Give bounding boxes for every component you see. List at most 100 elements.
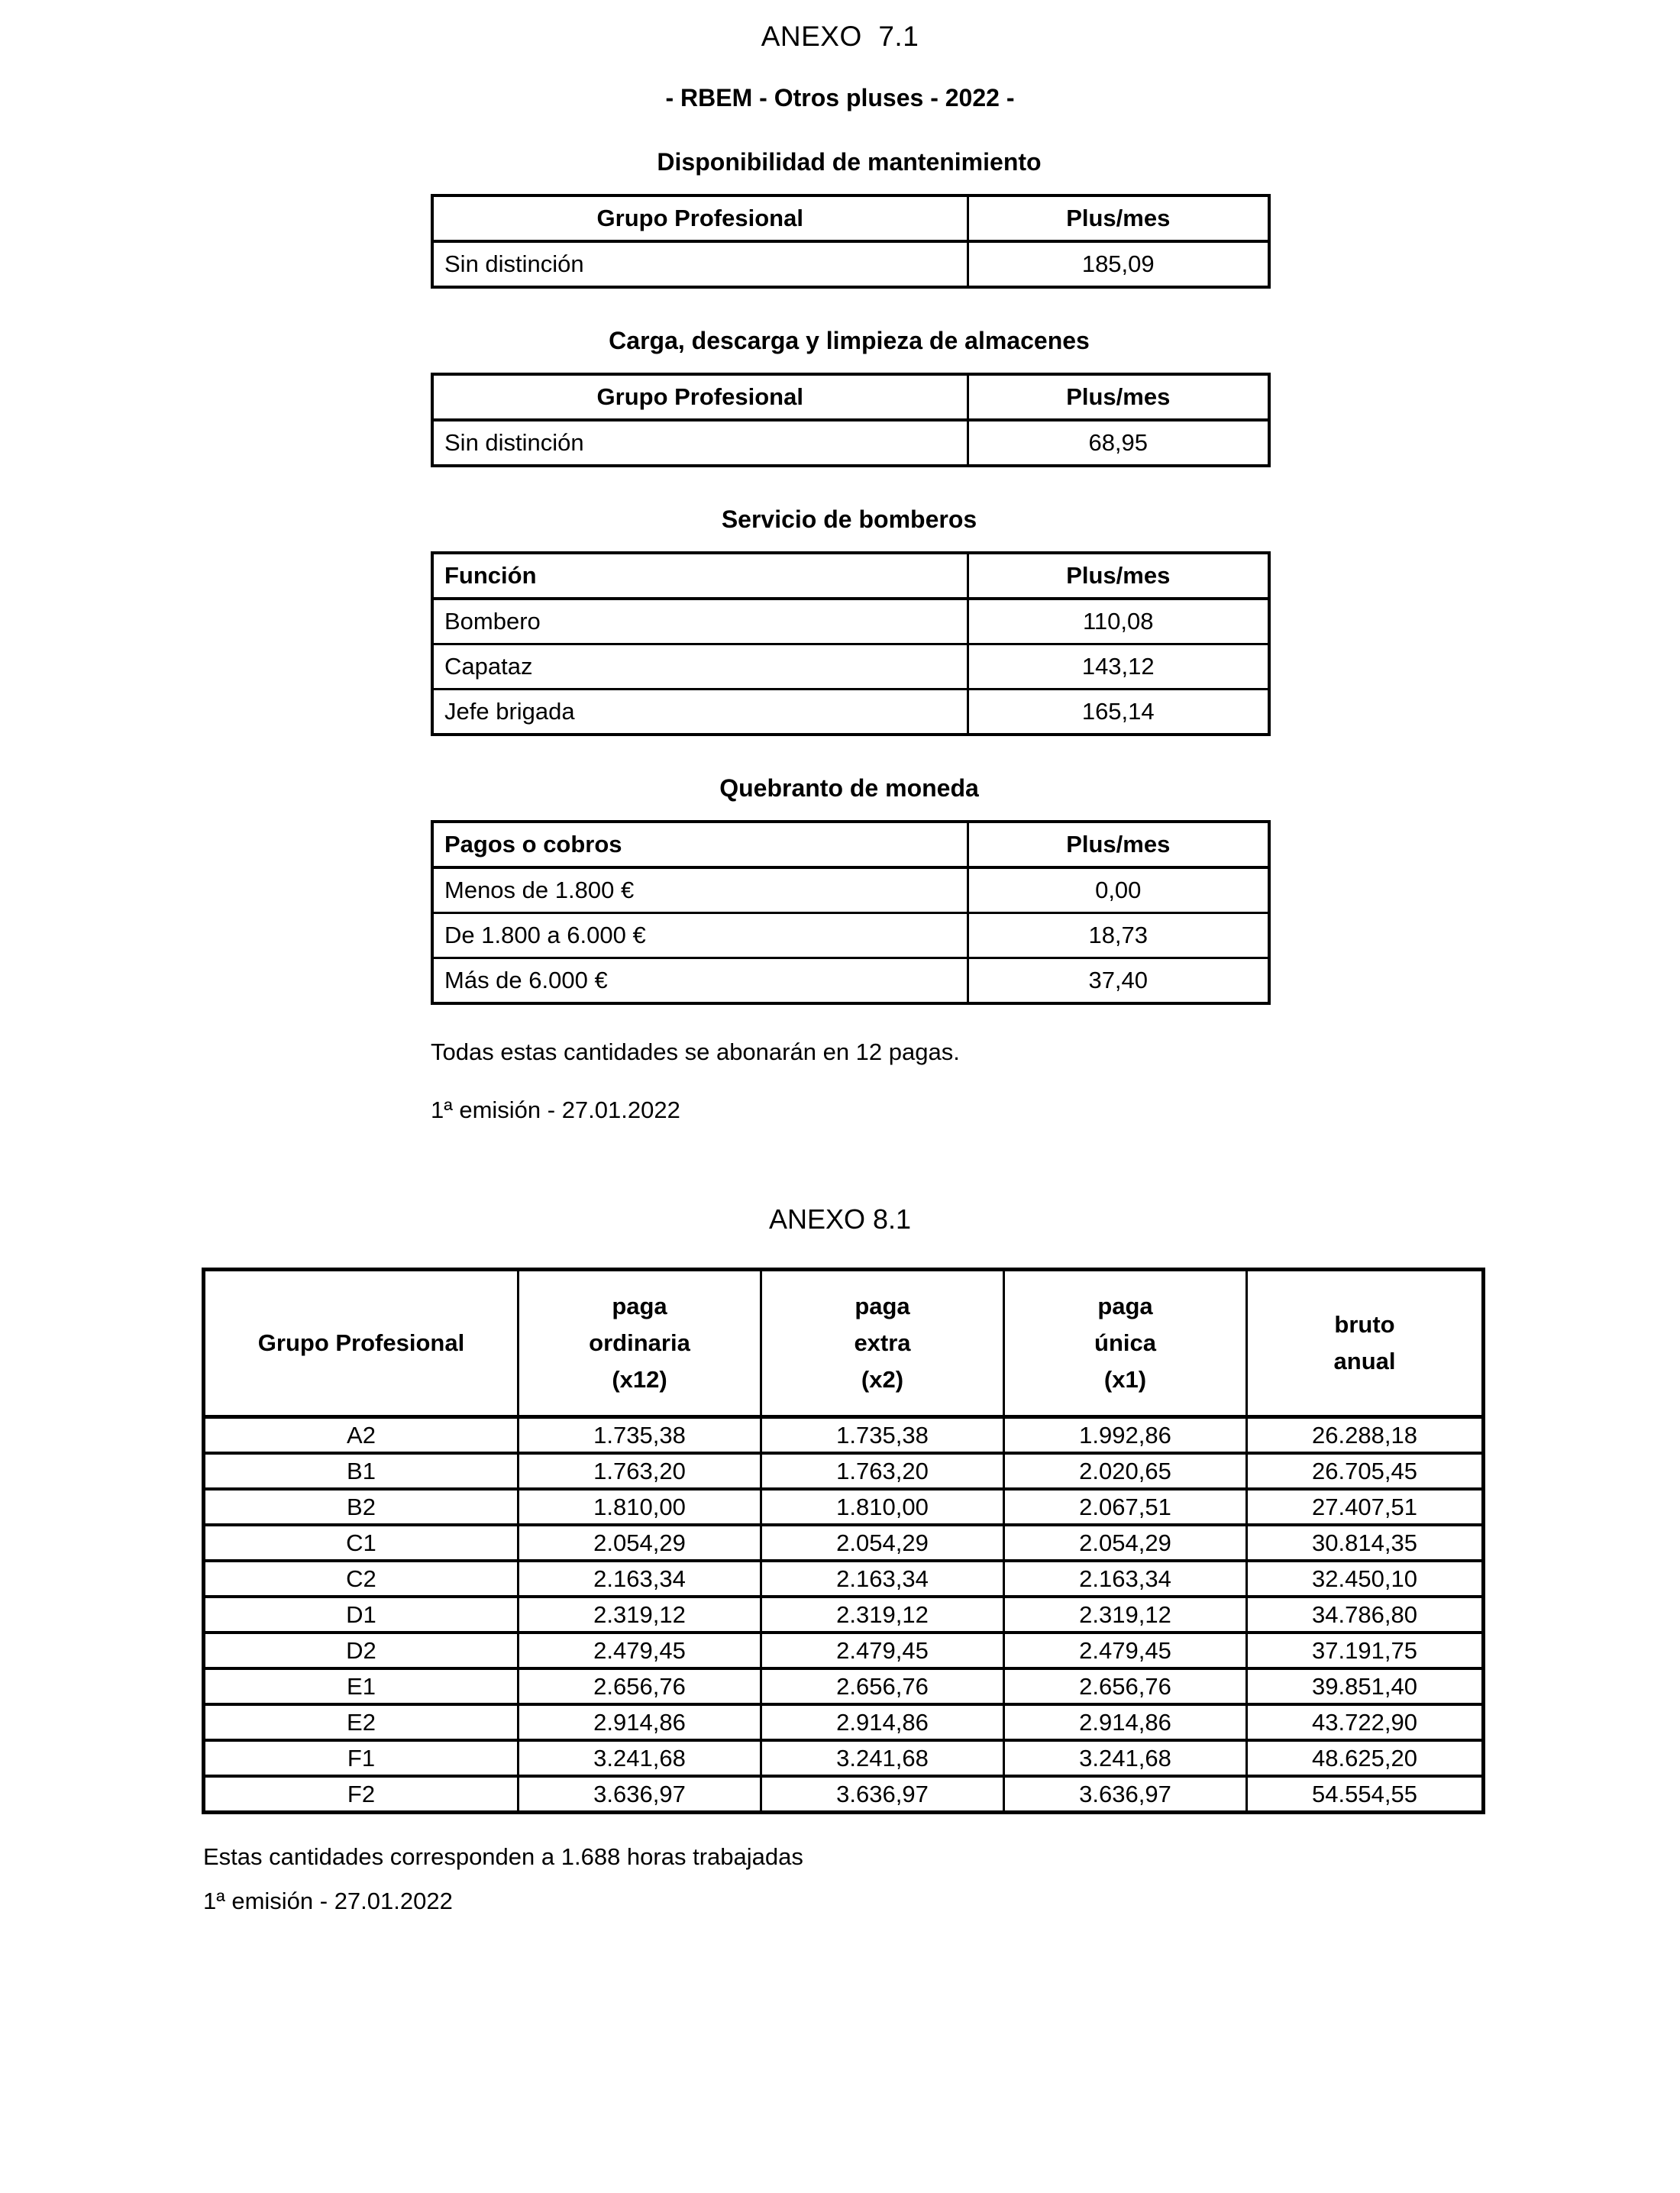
cell-value: 185,09 bbox=[966, 240, 1271, 289]
header-line: bruto bbox=[1334, 1311, 1395, 1338]
header-line: (x1) bbox=[1103, 1366, 1147, 1393]
cell-value: 2.479,45 bbox=[1003, 1631, 1248, 1670]
table-row: F2 3.636,97 3.636,97 3.636,97 54.554,55 bbox=[202, 1775, 1485, 1814]
header-line: (x2) bbox=[861, 1366, 904, 1393]
header-line: (x12) bbox=[612, 1366, 667, 1393]
cell-value: 1.763,20 bbox=[517, 1452, 762, 1491]
table-row: A2 1.735,38 1.735,38 1.992,86 26.288,18 bbox=[202, 1415, 1485, 1455]
cell-value: 2.054,29 bbox=[1003, 1523, 1248, 1562]
cell-label: Sin distinción bbox=[431, 240, 969, 289]
disponibilidad-table: Grupo Profesional Plus/mes Sin distinció… bbox=[431, 194, 1271, 289]
cell-value: 26.705,45 bbox=[1245, 1452, 1485, 1491]
cell-grupo: A2 bbox=[202, 1415, 519, 1455]
cell-grupo: F1 bbox=[202, 1739, 519, 1778]
cell-label: Menos de 1.800 € bbox=[431, 866, 969, 914]
table-row: B2 1.810,00 1.810,00 2.067,51 27.407,51 bbox=[202, 1487, 1485, 1526]
table-row: E2 2.914,86 2.914,86 2.914,86 43.722,90 bbox=[202, 1703, 1485, 1742]
cell-value: 2.656,76 bbox=[760, 1667, 1005, 1706]
cell-label: Capataz bbox=[431, 643, 969, 690]
header-line: paga bbox=[612, 1293, 667, 1319]
cell-value: 2.656,76 bbox=[517, 1667, 762, 1706]
section-quebranto: Quebranto de moneda Pagos o cobros Plus/… bbox=[431, 774, 1271, 1005]
header-cell-grupo: Grupo Profesional bbox=[431, 373, 969, 421]
table-header-row: Función Plus/mes bbox=[431, 551, 1271, 600]
cell-value: 2.054,29 bbox=[760, 1523, 1005, 1562]
header-cell-paga-extra: paga extra (x2) bbox=[760, 1268, 1005, 1419]
header-cell-plus: Plus/mes bbox=[966, 194, 1271, 243]
cell-value: 3.241,68 bbox=[517, 1739, 762, 1778]
cell-value: 37.191,75 bbox=[1245, 1631, 1485, 1670]
anexo8-title: ANEXO 8.1 bbox=[768, 1203, 912, 1235]
anexo7-note: Todas estas cantidades se abonarán en 12… bbox=[431, 1038, 960, 1065]
table-header-row: Grupo Profesional paga ordinaria (x12) p… bbox=[202, 1268, 1485, 1419]
anexo7-title: ANEXO 7.1 bbox=[761, 21, 919, 52]
table-row: Sin distinción 185,09 bbox=[431, 240, 1271, 289]
header-cell-paga-ordinaria: paga ordinaria (x12) bbox=[517, 1268, 762, 1419]
table-header-row: Grupo Profesional Plus/mes bbox=[431, 373, 1271, 421]
anexo7-subtitle: - RBEM - Otros pluses - 2022 - bbox=[665, 84, 1015, 111]
cell-value: 1.735,38 bbox=[760, 1415, 1005, 1455]
cell-value: 2.914,86 bbox=[1003, 1703, 1248, 1742]
cell-value: 1.810,00 bbox=[517, 1487, 762, 1526]
cell-value: 54.554,55 bbox=[1245, 1775, 1485, 1814]
cell-value: 2.319,12 bbox=[1003, 1595, 1248, 1634]
cell-value: 2.479,45 bbox=[517, 1631, 762, 1670]
table-header-row: Pagos o cobros Plus/mes bbox=[431, 820, 1271, 869]
cell-value: 3.636,97 bbox=[1003, 1775, 1248, 1814]
table-row: Menos de 1.800 € 0,00 bbox=[431, 866, 1271, 914]
table-row: Jefe brigada 165,14 bbox=[431, 688, 1271, 736]
cell-value: 3.636,97 bbox=[760, 1775, 1005, 1814]
cell-value: 39.851,40 bbox=[1245, 1667, 1485, 1706]
section-bomberos: Servicio de bomberos Función Plus/mes Bo… bbox=[431, 505, 1271, 736]
cell-value: 2.067,51 bbox=[1003, 1487, 1248, 1526]
cell-value: 3.241,68 bbox=[1003, 1739, 1248, 1778]
cell-label: De 1.800 a 6.000 € bbox=[431, 912, 969, 959]
cell-value: 68,95 bbox=[966, 418, 1271, 467]
cell-value: 2.319,12 bbox=[517, 1595, 762, 1634]
cell-grupo: B2 bbox=[202, 1487, 519, 1526]
cell-value: 2.914,86 bbox=[760, 1703, 1005, 1742]
cell-value: 1.735,38 bbox=[517, 1415, 762, 1455]
table-row: C1 2.054,29 2.054,29 2.054,29 30.814,35 bbox=[202, 1523, 1485, 1562]
table-row: C2 2.163,34 2.163,34 2.163,34 32.450,10 bbox=[202, 1559, 1485, 1598]
table-row: Sin distinción 68,95 bbox=[431, 418, 1271, 467]
table-row: Capataz 143,12 bbox=[431, 643, 1271, 690]
table-row: F1 3.241,68 3.241,68 3.241,68 48.625,20 bbox=[202, 1739, 1485, 1778]
cell-grupo: D2 bbox=[202, 1631, 519, 1670]
cell-value: 3.241,68 bbox=[760, 1739, 1005, 1778]
header-line: paga bbox=[855, 1293, 910, 1319]
cell-grupo: E2 bbox=[202, 1703, 519, 1742]
cell-value: 34.786,80 bbox=[1245, 1595, 1485, 1634]
cell-value: 2.163,34 bbox=[517, 1559, 762, 1598]
cell-value: 0,00 bbox=[966, 866, 1271, 914]
cell-value: 165,14 bbox=[966, 688, 1271, 736]
header-cell-plus: Plus/mes bbox=[966, 551, 1271, 600]
carga-table: Grupo Profesional Plus/mes Sin distinció… bbox=[431, 373, 1271, 467]
header-line: extra bbox=[854, 1329, 911, 1356]
table-row: B1 1.763,20 1.763,20 2.020,65 26.705,45 bbox=[202, 1452, 1485, 1491]
header-cell-plus: Plus/mes bbox=[966, 373, 1271, 421]
table-row: E1 2.656,76 2.656,76 2.656,76 39.851,40 bbox=[202, 1667, 1485, 1706]
section-carga: Carga, descarga y limpieza de almacenes … bbox=[431, 327, 1271, 467]
cell-value: 1.763,20 bbox=[760, 1452, 1005, 1491]
cell-value: 43.722,90 bbox=[1245, 1703, 1485, 1742]
header-line: única bbox=[1094, 1329, 1156, 1356]
table-header-row: Grupo Profesional Plus/mes bbox=[431, 194, 1271, 243]
anexo8-emission: 1ª emisión - 27.01.2022 bbox=[203, 1888, 453, 1914]
header-cell-bruto-anual: bruto anual bbox=[1245, 1268, 1485, 1419]
header-cell-grupo: Grupo Profesional bbox=[431, 194, 969, 243]
bomberos-table: Función Plus/mes Bombero 110,08 Capataz … bbox=[431, 551, 1271, 736]
cell-value: 2.914,86 bbox=[517, 1703, 762, 1742]
cell-value: 2.163,34 bbox=[1003, 1559, 1248, 1598]
cell-value: 2.163,34 bbox=[760, 1559, 1005, 1598]
cell-value: 2.319,12 bbox=[760, 1595, 1005, 1634]
header-line: anual bbox=[1333, 1348, 1396, 1374]
cell-grupo: D1 bbox=[202, 1595, 519, 1634]
section-heading-carga: Carga, descarga y limpieza de almacenes bbox=[609, 327, 1090, 354]
header-line: Grupo Profesional bbox=[257, 1329, 465, 1356]
cell-label: Más de 6.000 € bbox=[431, 957, 969, 1005]
anexo7-emission: 1ª emisión - 27.01.2022 bbox=[431, 1096, 680, 1123]
section-heading-quebranto: Quebranto de moneda bbox=[719, 774, 979, 802]
header-cell-paga-unica: paga única (x1) bbox=[1003, 1268, 1248, 1419]
